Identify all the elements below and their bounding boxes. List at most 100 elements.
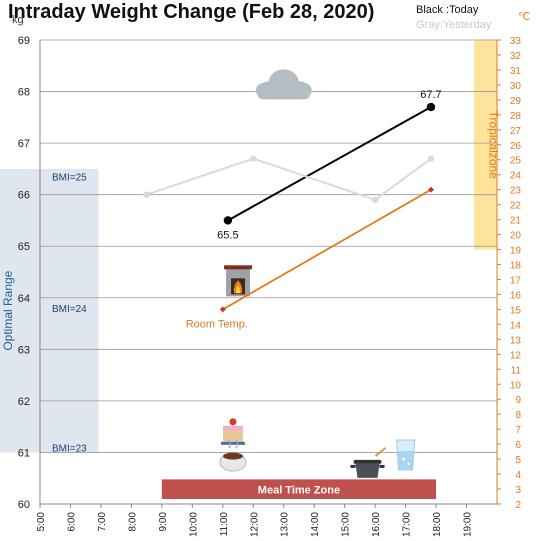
- x-tick-label: 10:00: [188, 512, 199, 537]
- left-tick-label: 69: [18, 35, 30, 47]
- cooking-pot-icon: [350, 447, 387, 478]
- cake-icon: [220, 418, 245, 445]
- optimal-range-label: Optimal Range: [1, 270, 15, 350]
- right-tick-label: 11: [511, 365, 522, 376]
- right-tick-label: 22: [510, 201, 522, 212]
- data-label: 65.5: [217, 229, 238, 241]
- right-tick-label: 14: [510, 320, 522, 331]
- right-tick-label: 24: [510, 171, 522, 182]
- right-axis-unit: ℃: [518, 11, 531, 23]
- pot-lid: [353, 459, 382, 464]
- series-point: [427, 155, 435, 162]
- optimal-range-band: [0, 168, 99, 453]
- series-line: [222, 188, 432, 311]
- x-tick-label: 18:00: [432, 512, 443, 537]
- right-tick-label: 9: [515, 395, 521, 406]
- bmi-label: BMI=23: [52, 443, 87, 454]
- pot-handle: [350, 464, 356, 468]
- left-tick-label: 64: [18, 293, 30, 305]
- left-axis-unit: kg: [12, 14, 24, 26]
- series-point: [426, 102, 436, 112]
- right-tick-label: 19: [510, 246, 522, 257]
- meal-time-zone-band: [161, 479, 437, 499]
- right-tick-label: 31: [510, 66, 522, 77]
- room-temp-label: Room Temp.: [186, 318, 248, 330]
- left-tick-label: 61: [18, 447, 30, 459]
- x-tick-label: 16:00: [371, 512, 382, 537]
- x-tick-label: 6:00: [66, 512, 77, 532]
- x-tick-label: 19:00: [463, 512, 474, 537]
- right-tick-label: 20: [510, 231, 522, 242]
- pot-body: [355, 463, 380, 478]
- x-tick-label: 14:00: [310, 512, 321, 537]
- bmi-label: BMI=24: [52, 304, 87, 315]
- tropical-zone-band: [474, 40, 497, 250]
- meal-time-zone-label: Meal Time Zone: [258, 484, 340, 496]
- x-tick-label: 5:00: [36, 512, 47, 532]
- left-tick-label: 62: [18, 396, 30, 408]
- bubble: [407, 462, 410, 466]
- right-tick-label: 23: [510, 186, 522, 197]
- right-tick-label: 7: [515, 425, 521, 436]
- ladle: [374, 447, 387, 457]
- series-point: [143, 191, 150, 198]
- right-tick-label: 17: [510, 275, 522, 286]
- glass-water: [397, 451, 414, 471]
- x-tick-label: 17:00: [402, 512, 413, 537]
- series-point: [250, 155, 257, 162]
- legend-yesterday: Gray:Yesterday: [416, 19, 492, 31]
- right-tick-label: 27: [510, 126, 522, 137]
- right-tick-label: 4: [515, 470, 521, 481]
- x-tick-label: 12:00: [249, 512, 260, 537]
- legend-today: Black :Today: [416, 4, 479, 16]
- fireplace-icon: [224, 265, 253, 297]
- x-tick-label: 13:00: [280, 512, 291, 537]
- series-point: [219, 306, 226, 313]
- right-tick-label: 32: [510, 51, 522, 62]
- x-tick-label: 11:00: [219, 512, 230, 537]
- right-tick-label: 13: [510, 335, 522, 346]
- left-tick-label: 67: [18, 138, 30, 150]
- steam: [228, 439, 239, 449]
- data-label: 67.7: [420, 89, 441, 101]
- water-glass-icon: [396, 439, 416, 471]
- right-tick-label: 18: [510, 261, 522, 272]
- x-tick-label: 9:00: [158, 512, 169, 532]
- right-tick-label: 10: [510, 380, 522, 391]
- cake-body: [222, 429, 243, 442]
- left-tick-label: 63: [18, 344, 30, 356]
- right-tick-label: 16: [510, 290, 522, 301]
- right-tick-label: 6: [515, 440, 521, 451]
- right-tick-label: 21: [510, 216, 522, 227]
- bmi-label: BMI=25: [52, 173, 87, 184]
- x-tick-label: 7:00: [97, 512, 108, 532]
- right-tick-label: 5: [515, 455, 521, 466]
- right-tick-label: 33: [510, 36, 522, 47]
- fire-flame: [236, 285, 241, 294]
- right-tick-label: 15: [510, 305, 522, 316]
- right-tick-label: 29: [510, 96, 522, 107]
- right-tick-label: 8: [515, 410, 521, 421]
- coffee-surface: [222, 452, 243, 460]
- right-tick-label: 28: [510, 111, 522, 122]
- pot-handle: [379, 464, 385, 468]
- left-tick-label: 60: [18, 499, 30, 511]
- right-tick-label: 3: [515, 485, 521, 496]
- chart-title: Intraday Weight Change (Feb 28, 2020): [8, 1, 375, 23]
- series-point: [427, 186, 434, 193]
- right-tick-label: 30: [510, 81, 522, 92]
- coffee-icon: [219, 439, 247, 472]
- cake-plate: [220, 441, 245, 445]
- cloud-icon: [255, 69, 312, 100]
- left-tick-label: 65: [18, 241, 30, 253]
- right-tick-label: 2: [515, 500, 521, 511]
- cake-strawberry: [229, 418, 237, 426]
- bubble: [402, 457, 406, 461]
- right-tick-label: 25: [510, 156, 522, 167]
- series-line: [146, 157, 432, 201]
- series-point: [371, 196, 379, 204]
- cloud-base: [257, 88, 310, 100]
- cake-cream: [222, 425, 243, 431]
- x-tick-label: 15:00: [341, 512, 352, 537]
